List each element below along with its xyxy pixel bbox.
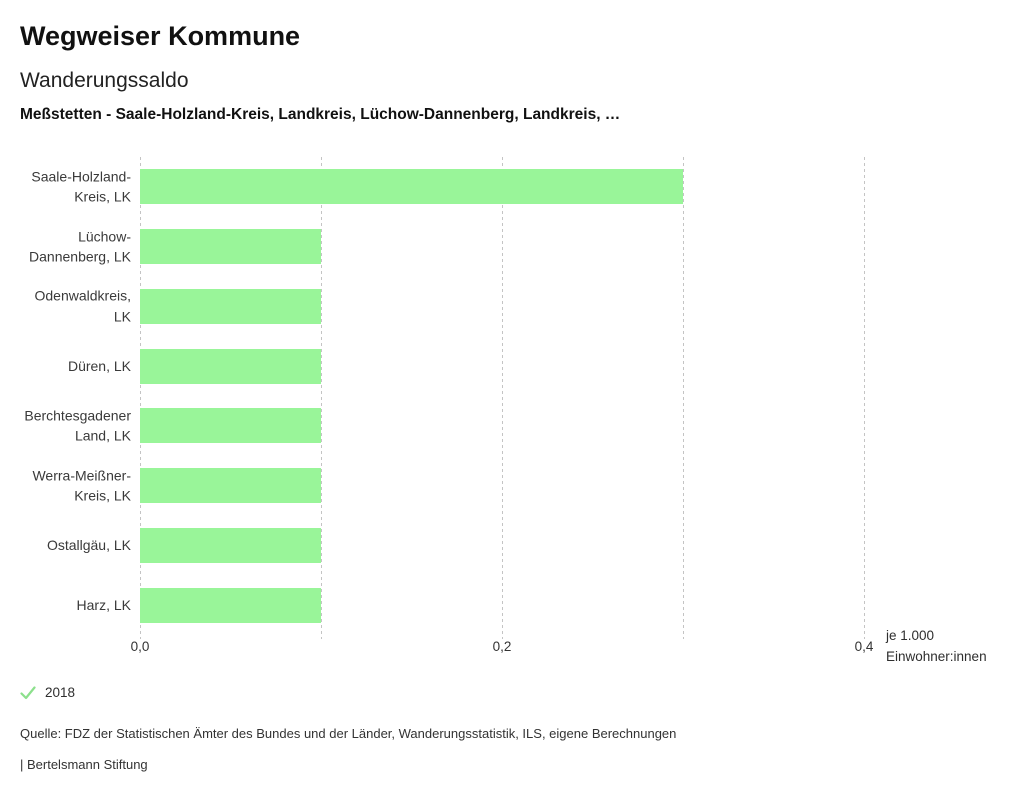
- category-label: Saale-Holzland- Kreis, LK: [10, 166, 131, 207]
- bar[interactable]: [140, 468, 321, 504]
- category-label-line: Werra-Meißner-: [32, 467, 131, 484]
- category-label: Lüchow- Dannenberg, LK: [10, 226, 131, 267]
- x-tick-label: 0,4: [854, 639, 874, 654]
- gridline: [502, 157, 503, 639]
- gridline: [140, 157, 141, 639]
- page-title: Wegweiser Kommune: [20, 21, 301, 51]
- category-label: Düren, LK: [10, 356, 131, 377]
- bar[interactable]: [140, 288, 321, 324]
- bar[interactable]: [140, 348, 321, 384]
- category-label-line: Lüchow-: [78, 228, 131, 245]
- category-label-line: Kreis, LK: [74, 188, 131, 205]
- check-icon: [20, 685, 36, 700]
- category-label-line: Saale-Holzland-: [31, 168, 131, 185]
- legend-item-2018[interactable]: 2018: [20, 685, 75, 700]
- category-label: Ostallgäu, LK: [10, 535, 131, 556]
- source-line: Quelle: FDZ der Statistischen Ämter des …: [20, 726, 677, 741]
- category-label-line: LK: [113, 308, 131, 325]
- x-axis-unit-label: je 1.000 Einwohner:innen: [886, 625, 987, 667]
- x-axis-unit-line-2: Einwohner:innen: [886, 649, 987, 664]
- category-label-line: Land, LK: [74, 427, 131, 444]
- gridline: [683, 157, 684, 639]
- bar[interactable]: [140, 169, 683, 205]
- legend-year-label: 2018: [45, 685, 76, 700]
- x-tick-label: 0,2: [492, 639, 512, 654]
- category-label-line: Odenwaldkreis,: [34, 287, 132, 304]
- category-label: Harz, LK: [10, 595, 131, 616]
- bar[interactable]: [140, 408, 321, 444]
- category-label-line: Düren, LK: [67, 357, 131, 374]
- category-label-line: Kreis, LK: [74, 487, 131, 504]
- category-label: Berchtesgadener Land, LK: [10, 405, 131, 446]
- category-label: Odenwaldkreis, LK: [10, 286, 132, 327]
- category-label: Werra-Meißner- Kreis, LK: [10, 465, 131, 506]
- bar[interactable]: [140, 587, 321, 623]
- x-axis-unit-line-1: je 1.000: [886, 628, 935, 643]
- x-tick-label: 0,0: [130, 639, 150, 654]
- category-label-line: Ostallgäu, LK: [46, 537, 131, 554]
- bar-chart-plot-area: 0,0 0,2 0,4: [131, 157, 873, 654]
- branding-line: | Bertelsmann Stiftung: [20, 757, 148, 772]
- chart-selection-line: Meßstetten - Saale-Holzland-Kreis, Landk…: [20, 106, 621, 123]
- category-label-line: Harz, LK: [76, 596, 131, 613]
- gridline: [864, 157, 865, 639]
- category-label-line: Dannenberg, LK: [29, 248, 131, 265]
- chart-title: Wanderungssaldo: [20, 69, 189, 92]
- bar[interactable]: [140, 527, 321, 563]
- gridline: [321, 157, 322, 639]
- category-label-line: Berchtesgadener: [24, 407, 131, 424]
- bar[interactable]: [140, 229, 321, 265]
